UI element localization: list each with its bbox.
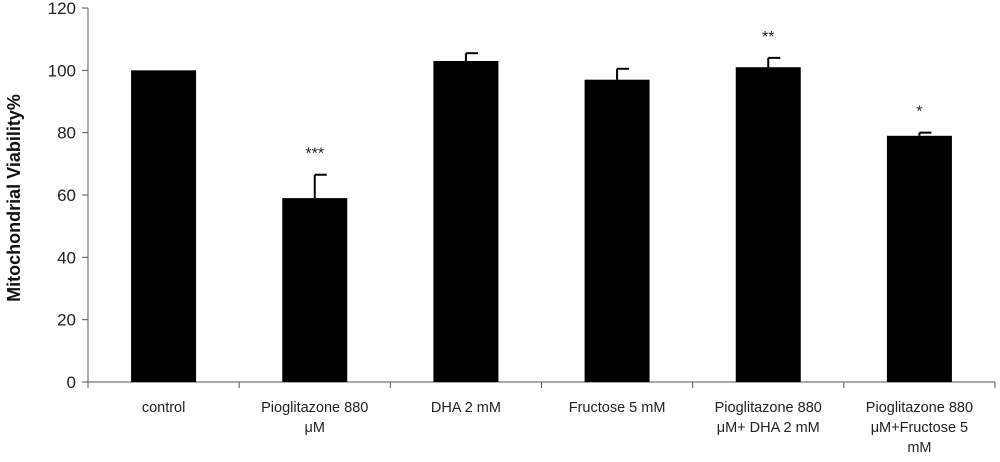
y-axis-title: Mitochondrial Viability% xyxy=(4,94,24,302)
y-tick-label: 60 xyxy=(57,186,76,205)
x-tick-label: μM+Fructose 5 xyxy=(871,420,968,436)
bar xyxy=(282,198,348,382)
bar xyxy=(886,135,952,382)
x-tick-label: μM+ DHA 2 mM xyxy=(717,420,820,436)
y-tick-label: 100 xyxy=(48,61,76,80)
y-tick-label: 0 xyxy=(67,373,76,392)
x-tick-label: μM xyxy=(305,420,325,436)
x-tick-label: mM xyxy=(907,440,931,456)
x-tick-label: Pioglitazone 880 xyxy=(715,400,822,416)
bar xyxy=(131,70,197,382)
significance-label: * xyxy=(916,104,922,121)
y-tick-label: 120 xyxy=(48,0,76,18)
y-tick-label: 80 xyxy=(57,124,76,143)
bar xyxy=(584,79,650,382)
x-tick-label: Pioglitazone 880 xyxy=(261,400,368,416)
significance-label: ** xyxy=(762,29,774,46)
x-tick-label: Fructose 5 mM xyxy=(569,400,666,416)
y-tick-label: 40 xyxy=(57,248,76,267)
y-tick-label: 20 xyxy=(57,311,76,330)
significance-label: *** xyxy=(305,146,324,163)
bar xyxy=(433,60,499,382)
x-tick-label: control xyxy=(142,400,186,416)
bar xyxy=(735,67,801,382)
x-tick-label: Pioglitazone 880 xyxy=(866,400,973,416)
x-tick-label: DHA 2 mM xyxy=(431,400,501,416)
